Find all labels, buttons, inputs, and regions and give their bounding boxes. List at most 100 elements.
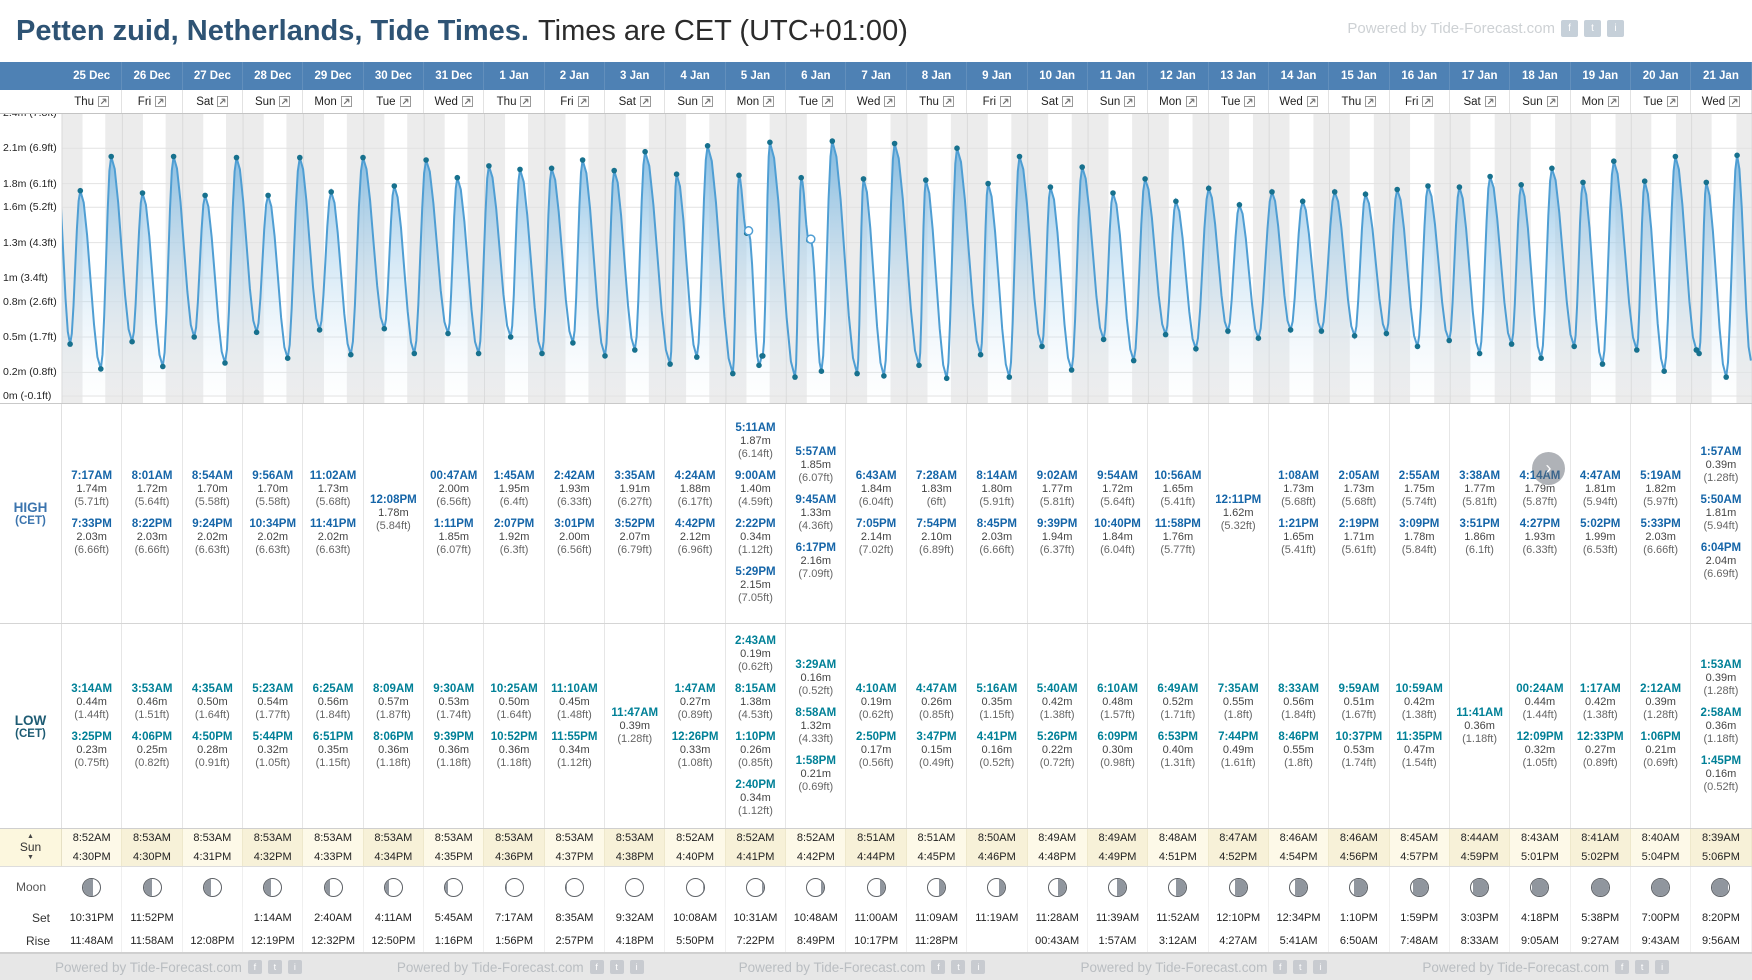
date-header[interactable]: 7 Jan bbox=[846, 62, 907, 90]
day-expand-cell[interactable]: Sat bbox=[1027, 90, 1088, 113]
date-header[interactable]: 13 Jan bbox=[1209, 62, 1269, 90]
moonrise-time: 7:22PM bbox=[725, 930, 787, 952]
date-header[interactable]: 5 Jan bbox=[726, 62, 787, 90]
social-share-icon[interactable]: t bbox=[1635, 960, 1650, 974]
date-header[interactable]: 14 Jan bbox=[1269, 62, 1330, 90]
day-expand-cell[interactable]: Sun bbox=[665, 90, 726, 113]
date-header[interactable]: 21 Jan bbox=[1691, 62, 1752, 90]
day-expand-cell[interactable]: Tue bbox=[786, 90, 847, 113]
day-expand-cell[interactable]: Fri bbox=[967, 90, 1028, 113]
day-expand-cell[interactable]: Wed bbox=[1691, 90, 1752, 113]
low-tide-entry: 7:35AM 0.55m (1.8ft) bbox=[1217, 682, 1259, 721]
day-expand-cell[interactable]: Thu bbox=[906, 90, 968, 113]
date-header[interactable]: 19 Jan bbox=[1571, 62, 1631, 90]
day-expand-cell[interactable]: Fri bbox=[1389, 90, 1450, 113]
y-axis-label: 1.8m (6.1ft) bbox=[3, 177, 57, 190]
day-expand-cell[interactable]: Tue bbox=[1208, 90, 1269, 113]
moonset-time: 11:09AM bbox=[906, 907, 968, 930]
date-header[interactable]: 12 Jan bbox=[1148, 62, 1209, 90]
day-abbrev: Sun bbox=[677, 95, 698, 108]
day-expand-cell[interactable]: Tue bbox=[1630, 90, 1692, 113]
date-header[interactable]: 29 Dec bbox=[303, 62, 364, 90]
social-share-icon[interactable]: i bbox=[1313, 960, 1328, 974]
day-expand-cell[interactable]: Wed bbox=[1268, 90, 1330, 113]
date-header[interactable]: 9 Jan bbox=[967, 62, 1028, 90]
expand-icon bbox=[1607, 96, 1619, 107]
social-share-icon[interactable]: f bbox=[1615, 960, 1630, 974]
social-share-icon[interactable]: t bbox=[609, 960, 624, 974]
high-tide-entry: 6:17PM 2.16m (7.09ft) bbox=[795, 542, 836, 580]
low-tide-entry: 5:16AM 0.35m (1.15ft) bbox=[976, 682, 1018, 721]
day-expand-cell[interactable]: Sun bbox=[1510, 90, 1571, 113]
date-header[interactable]: 30 Dec bbox=[364, 62, 425, 90]
day-expand-cell[interactable]: Tue bbox=[363, 90, 425, 113]
moonrise-time: 8:49PM bbox=[786, 930, 847, 952]
social-share-icon[interactable]: t bbox=[1584, 20, 1601, 37]
date-header[interactable]: 4 Jan bbox=[665, 62, 726, 90]
date-header[interactable]: 2 Jan bbox=[545, 62, 606, 90]
social-share-icon[interactable]: f bbox=[589, 960, 604, 974]
expand-icon bbox=[461, 96, 473, 107]
day-expand-cell[interactable]: Mon bbox=[1148, 90, 1209, 113]
low-tide-entry: 6:10AM 0.48m (1.57ft) bbox=[1097, 682, 1138, 721]
date-header[interactable]: 25 Dec bbox=[62, 62, 123, 90]
social-share-icon[interactable]: f bbox=[931, 960, 946, 974]
day-expand-cell[interactable]: Wed bbox=[846, 90, 907, 113]
day-expand-cell[interactable]: Sat bbox=[605, 90, 666, 113]
date-header[interactable]: 31 Dec bbox=[424, 62, 485, 90]
social-share-icon[interactable]: i bbox=[287, 960, 302, 974]
day-expand-cell[interactable]: Mon bbox=[303, 90, 364, 113]
moon-phase-icon bbox=[1148, 867, 1209, 907]
moon-phase-icon bbox=[243, 867, 304, 907]
social-share-icon[interactable]: t bbox=[267, 960, 282, 974]
date-header[interactable]: 3 Jan bbox=[605, 62, 666, 90]
day-expand-cell[interactable]: Thu bbox=[62, 90, 123, 113]
day-expand-cell[interactable]: Sun bbox=[1087, 90, 1149, 113]
date-header[interactable]: 1 Jan bbox=[484, 62, 545, 90]
moon-phase-icon bbox=[725, 867, 787, 907]
social-share-icon[interactable]: t bbox=[1293, 960, 1308, 974]
overlay-circle-button[interactable]: › bbox=[1532, 452, 1565, 485]
day-expand-cell[interactable]: Fri bbox=[544, 90, 606, 113]
social-share-icon[interactable]: f bbox=[1561, 20, 1578, 37]
date-header[interactable]: 20 Jan bbox=[1631, 62, 1692, 90]
date-header[interactable]: 6 Jan bbox=[786, 62, 847, 90]
day-expand-cell[interactable]: Thu bbox=[1329, 90, 1390, 113]
date-header[interactable]: 26 Dec bbox=[122, 62, 183, 90]
date-header[interactable]: 10 Jan bbox=[1028, 62, 1088, 90]
day-expand-cell[interactable]: Wed bbox=[424, 90, 485, 113]
moonset-time: 10:31PM bbox=[62, 907, 123, 930]
date-header[interactable]: 17 Jan bbox=[1450, 62, 1511, 90]
moon-phase-icon bbox=[1570, 867, 1631, 907]
low-tide-entry: 1:10PM 0.26m (0.85ft) bbox=[735, 730, 776, 769]
moonset-row-label: Set bbox=[31, 911, 50, 925]
day-expand-cell[interactable]: Sat bbox=[182, 90, 244, 113]
day-expand-cell[interactable]: Mon bbox=[1570, 90, 1631, 113]
date-header[interactable]: 18 Jan bbox=[1510, 62, 1571, 90]
social-share-icon[interactable]: i bbox=[1607, 20, 1624, 37]
social-share-icon[interactable]: f bbox=[247, 960, 262, 974]
moonset-time: 12:10PM bbox=[1208, 907, 1269, 930]
moon-phase-icon bbox=[846, 867, 907, 907]
date-header[interactable]: 15 Jan bbox=[1329, 62, 1390, 90]
date-header[interactable]: 11 Jan bbox=[1088, 62, 1149, 90]
date-header[interactable]: 16 Jan bbox=[1390, 62, 1450, 90]
social-share-icon[interactable]: i bbox=[629, 960, 644, 974]
high-tide-entry: 4:24AM 1.88m (6.17ft) bbox=[674, 470, 716, 508]
sunrise-time: 8:53AM bbox=[605, 829, 666, 848]
day-expand-cell[interactable]: Thu bbox=[484, 90, 545, 113]
social-share-icon[interactable]: f bbox=[1273, 960, 1288, 974]
day-expand-cell[interactable]: Sat bbox=[1449, 90, 1511, 113]
day-expand-cell[interactable]: Fri bbox=[122, 90, 183, 113]
high-tide-entry: 9:39PM 1.94m (6.37ft) bbox=[1037, 518, 1078, 556]
date-header[interactable]: 27 Dec bbox=[183, 62, 244, 90]
moonrise-time: 1:16PM bbox=[424, 930, 485, 952]
date-header[interactable]: 8 Jan bbox=[907, 62, 968, 90]
date-header[interactable]: 28 Dec bbox=[243, 62, 304, 90]
social-share-icon[interactable]: i bbox=[1655, 960, 1670, 974]
social-share-icon[interactable]: i bbox=[971, 960, 986, 974]
sunset-time: 4:30PM bbox=[62, 848, 123, 866]
social-share-icon[interactable]: t bbox=[951, 960, 966, 974]
day-expand-cell[interactable]: Sun bbox=[243, 90, 304, 113]
day-expand-cell[interactable]: Mon bbox=[725, 90, 787, 113]
